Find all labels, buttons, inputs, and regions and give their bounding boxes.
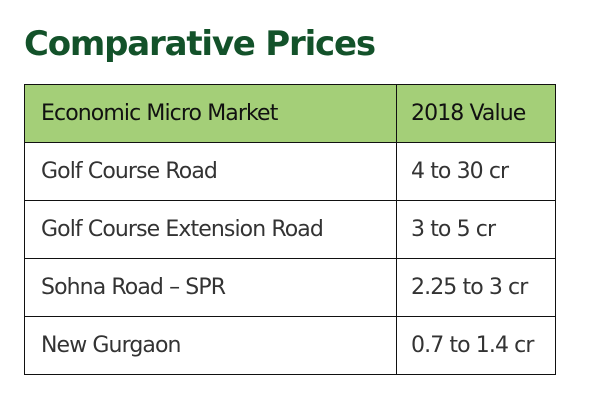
table-row: Sohna Road – SPR 2.25 to 3 cr	[24, 258, 556, 317]
column-header-2018-value: 2018 Value	[396, 84, 556, 143]
table-row: Golf Course Extension Road 3 to 5 cr	[24, 200, 556, 259]
value-cell: 3 to 5 cr	[396, 200, 556, 259]
value-cell: 0.7 to 1.4 cr	[396, 316, 556, 375]
page-title: Comparative Prices	[24, 24, 376, 64]
table-row: Golf Course Road 4 to 30 cr	[24, 142, 556, 201]
market-cell: Golf Course Road	[24, 142, 397, 201]
value-cell: 2.25 to 3 cr	[396, 258, 556, 317]
table-header-row: Economic Micro Market 2018 Value	[24, 84, 556, 143]
table-header: Economic Micro Market 2018 Value	[24, 84, 556, 143]
value-cell: 4 to 30 cr	[396, 142, 556, 201]
comparative-prices-table: Economic Micro Market 2018 Value Golf Co…	[24, 84, 556, 375]
market-cell: Golf Course Extension Road	[24, 200, 397, 259]
column-header-economic-micro-market: Economic Micro Market	[24, 84, 397, 143]
table-body: Golf Course Road 4 to 30 cr Golf Course …	[24, 142, 556, 375]
market-cell: New Gurgaon	[24, 316, 397, 375]
table-row: New Gurgaon 0.7 to 1.4 cr	[24, 316, 556, 375]
market-cell: Sohna Road – SPR	[24, 258, 397, 317]
